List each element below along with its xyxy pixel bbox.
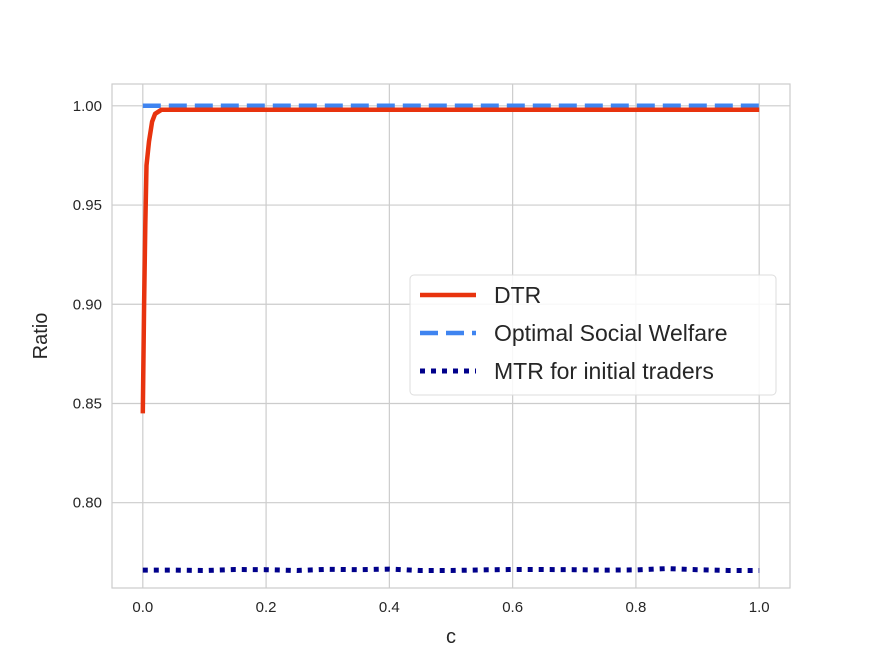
x-tick-label: 0.8 bbox=[625, 599, 646, 616]
legend: DTR Optimal Social Welfare MTR for initial… bbox=[409, 274, 777, 396]
y-tick-label: 1.00 bbox=[73, 98, 102, 115]
x-axis-label: c bbox=[446, 626, 456, 648]
legend-label: Optimal Social Welfare bbox=[494, 320, 728, 346]
x-tick-label: 0.4 bbox=[379, 599, 400, 616]
series-line-dtr bbox=[140, 107, 760, 414]
y-axis-label: Ratio bbox=[30, 313, 52, 360]
x-tick-label: 1.0 bbox=[749, 599, 770, 616]
legend-box bbox=[409, 274, 777, 396]
x-tick-label: 0.0 bbox=[132, 599, 153, 616]
legend-label: DTR bbox=[494, 282, 541, 308]
y-tick-label: 0.90 bbox=[73, 296, 102, 313]
legend-label: MTR for initial traders bbox=[494, 358, 714, 384]
y-tick-label: 0.80 bbox=[73, 495, 102, 512]
x-tick-label: 0.6 bbox=[502, 599, 523, 616]
x-tick-label: 0.2 bbox=[256, 599, 277, 616]
y-tick-label: 0.95 bbox=[73, 197, 102, 214]
y-tick-label: 0.85 bbox=[73, 395, 102, 412]
series-line-mtr-for-initial-traders bbox=[142, 566, 760, 573]
